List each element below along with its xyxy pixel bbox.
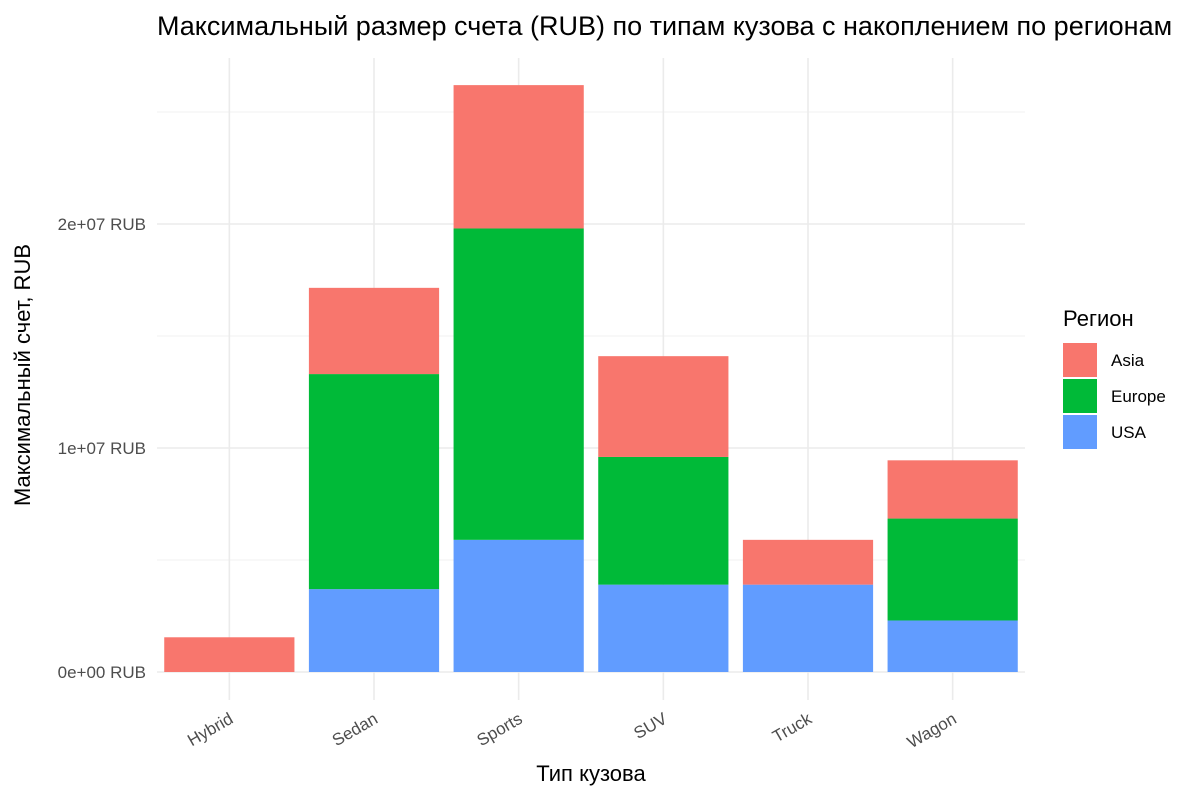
bar-sports-asia [453, 85, 584, 229]
legend-label: Europe [1111, 387, 1166, 406]
legend-label: Asia [1111, 351, 1145, 370]
bar-truck-usa [742, 584, 874, 672]
bar-truck-asia [742, 539, 874, 585]
y-tick-label: 1e+07 RUB [58, 439, 146, 458]
legend: Регион Asia Europe USA [1063, 306, 1166, 449]
bar-hybrid-asia [164, 637, 295, 672]
x-axis-title: Тип кузова [536, 761, 646, 786]
y-tick-label: 2e+07 RUB [58, 215, 146, 234]
bar-sedan-asia [308, 287, 440, 375]
bar-sports-europe [453, 228, 584, 540]
bar-suv-usa [598, 584, 729, 672]
x-tick-label: Wagon [904, 709, 960, 752]
bar-wagon-europe [887, 518, 1018, 621]
bar-sedan-usa [308, 589, 440, 672]
y-axis-tick-labels: 0e+00 RUB 1e+07 RUB 2e+07 RUB [58, 215, 146, 682]
y-tick-label: 0e+00 RUB [58, 663, 146, 682]
y-axis-title: Максимальный счет, RUB [10, 244, 35, 506]
bar-suv-europe [598, 456, 729, 585]
bars [164, 85, 1018, 672]
x-tick-label: SUV [631, 709, 671, 743]
legend-key-usa [1063, 415, 1097, 449]
bar-sports-usa [453, 539, 584, 672]
bar-wagon-asia [887, 460, 1018, 519]
bar-wagon-usa [887, 620, 1018, 672]
x-tick-label: Hybrid [184, 709, 236, 750]
chart-title: Максимальный размер счета (RUB) по типам… [157, 11, 1172, 41]
x-tick-label: Sedan [329, 709, 381, 750]
bar-sedan-europe [308, 374, 440, 590]
x-tick-label: Truck [769, 709, 815, 747]
x-tick-label: Sports [474, 709, 526, 750]
legend-label: USA [1111, 423, 1147, 442]
x-axis-tick-labels: Hybrid Sedan Sports SUV Truck Wagon [184, 709, 959, 752]
legend-items: Asia Europe USA [1063, 343, 1166, 449]
legend-key-asia [1063, 343, 1097, 377]
legend-key-europe [1063, 379, 1097, 413]
bar-suv-asia [598, 356, 729, 457]
legend-title: Регион [1063, 306, 1134, 331]
